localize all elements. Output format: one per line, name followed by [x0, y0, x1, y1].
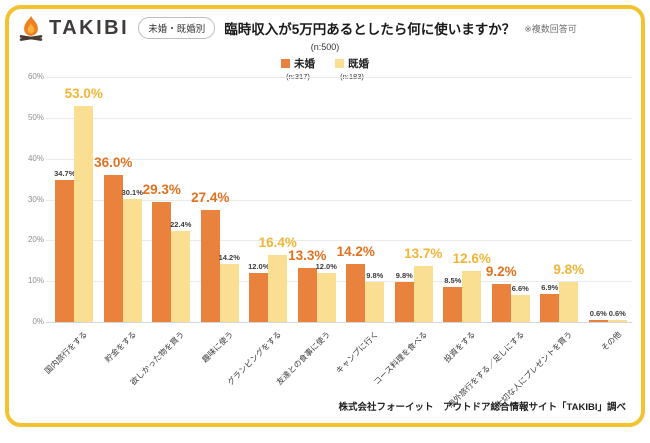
- bar-未婚: [55, 180, 75, 322]
- value-label-既婚: 30.1%: [121, 188, 143, 198]
- bar-未婚: [249, 273, 269, 322]
- gridline-10: [46, 281, 632, 283]
- segment-badge: 未婚・既婚別: [138, 17, 216, 39]
- value-label-未婚: 9.8%: [395, 270, 413, 280]
- y-axis-tick: 50%: [27, 112, 44, 122]
- bar-既婚: [122, 199, 142, 322]
- credit-line: 株式会社フォーイット アウトドア総合情報サイト「TAKIBI」調べ: [338, 402, 626, 413]
- bar-既婚: [74, 105, 94, 322]
- value-label-未婚: 36.0%: [94, 155, 133, 170]
- value-label-既婚: 6.6%: [511, 284, 529, 294]
- bar-既婚: [413, 266, 433, 322]
- value-label-未婚: 27.4%: [191, 190, 230, 206]
- value-label-既婚: 13.7%: [404, 246, 443, 262]
- value-label-既婚: 16.4%: [258, 235, 297, 251]
- gridline-60: [46, 77, 632, 78]
- value-label-未婚: 13.3%: [288, 247, 327, 263]
- value-label-未婚: 0.6%: [589, 308, 607, 318]
- logo-text: TAKIBI: [49, 16, 130, 39]
- bar-未婚: [346, 264, 366, 322]
- value-label-既婚: 0.6%: [608, 308, 626, 318]
- y-axis-tick: 60%: [27, 72, 44, 81]
- bar-未婚: [103, 175, 123, 322]
- bar-既婚: [316, 273, 336, 322]
- value-label-既婚: 22.4%: [170, 219, 192, 229]
- bar-未婚: [394, 281, 414, 322]
- value-label-既婚: 12.0%: [315, 262, 337, 271]
- value-label-既婚: 9.8%: [366, 270, 384, 280]
- gridline-50: [46, 117, 632, 119]
- bar-既婚: [365, 281, 385, 322]
- chart-title: 臨時収入が5万円あるとしたら何に使いますか？: [224, 22, 516, 37]
- legend: 未婚 (n:317) 既婚 (n:183): [0, 56, 650, 81]
- legend-sub: (n:317): [286, 72, 310, 81]
- married-color-swatch: [335, 59, 344, 68]
- value-label-未婚: 6.9%: [541, 282, 559, 292]
- sample-size: (n:500): [310, 42, 340, 52]
- multiple-answer-note: ※複数回答可: [524, 23, 577, 34]
- value-label-未婚: 9.2%: [485, 264, 517, 280]
- y-axis-tick: 10%: [27, 276, 44, 286]
- value-label-未婚: 14.2%: [336, 244, 375, 260]
- bar-未婚: [588, 319, 608, 322]
- bar-未婚: [297, 267, 317, 322]
- header: TAKIBI 未婚・既婚別 臨時収入が5万円あるとしたら何に使いますか？ ※複数…: [18, 13, 577, 43]
- legend-sub: (n:183): [340, 72, 364, 81]
- bar-未婚: [152, 202, 172, 322]
- value-label-既婚: 53.0%: [64, 85, 103, 101]
- unmarried-color-swatch: [281, 59, 290, 68]
- bar-既婚: [510, 295, 530, 322]
- bar-既婚: [219, 264, 239, 322]
- value-label-既婚: 9.8%: [553, 261, 585, 277]
- campfire-icon: [18, 15, 44, 42]
- y-axis-tick: 30%: [27, 194, 44, 204]
- y-axis-tick: 0%: [32, 317, 44, 326]
- bar-既婚: [268, 255, 288, 322]
- gridline-30: [46, 199, 632, 201]
- legend-item-married: 既婚 (n:183): [335, 56, 369, 81]
- value-label-未婚: 29.3%: [142, 182, 181, 198]
- bar-未婚: [491, 284, 511, 322]
- bar-未婚: [540, 293, 560, 322]
- bar-既婚: [607, 319, 627, 322]
- legend-label: 既婚: [348, 58, 369, 70]
- y-axis-tick: 20%: [27, 235, 44, 245]
- bar-未婚: [443, 287, 463, 322]
- bar-既婚: [559, 281, 579, 322]
- bar-既婚: [171, 230, 191, 322]
- bar-既婚: [462, 270, 482, 322]
- gridline-40: [46, 158, 632, 160]
- value-label-未婚: 12.0%: [248, 262, 270, 271]
- value-label-未婚: 34.7%: [54, 169, 76, 179]
- y-axis-tick: 40%: [27, 153, 44, 163]
- bar-未婚: [200, 210, 220, 322]
- gridline-20: [46, 240, 632, 242]
- legend-item-unmarried: 未婚 (n:317): [281, 56, 315, 81]
- takibi-logo: TAKIBI: [18, 15, 129, 42]
- value-label-既婚: 14.2%: [218, 253, 240, 263]
- legend-label: 未婚: [294, 58, 315, 70]
- gridline-0: [46, 322, 632, 323]
- value-label-未婚: 8.5%: [444, 276, 462, 286]
- value-label-既婚: 12.6%: [452, 250, 491, 266]
